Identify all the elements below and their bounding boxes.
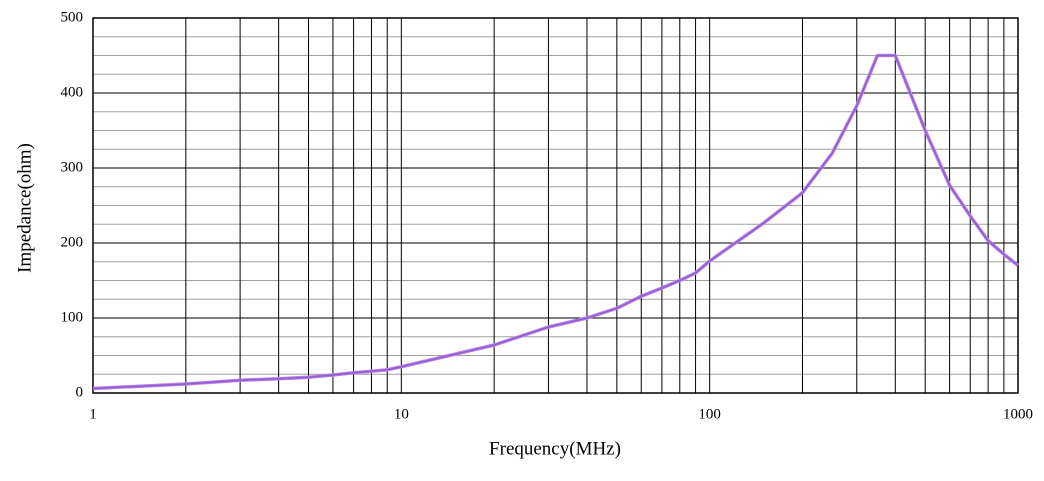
y-tick-label: 0 (76, 384, 84, 400)
series-line (92, 54, 1019, 390)
x-tick-label: 1 (89, 406, 97, 422)
x-tick-label: 100 (698, 406, 721, 422)
y-tick-label: 200 (61, 234, 84, 250)
series-line-outline (92, 53, 1020, 391)
y-tick-label: 500 (61, 9, 84, 25)
y-tick-label: 100 (61, 309, 84, 325)
y-axis-title: Impedance(ohm) (14, 143, 35, 273)
y-tick-label: 400 (61, 84, 84, 100)
x-axis-title: Frequency(MHz) (489, 438, 621, 459)
x-tick-label: 10 (394, 406, 409, 422)
y-tick-label: 300 (61, 159, 84, 175)
x-tick-label: 1000 (1003, 406, 1033, 422)
plot-frame (92, 17, 1019, 394)
